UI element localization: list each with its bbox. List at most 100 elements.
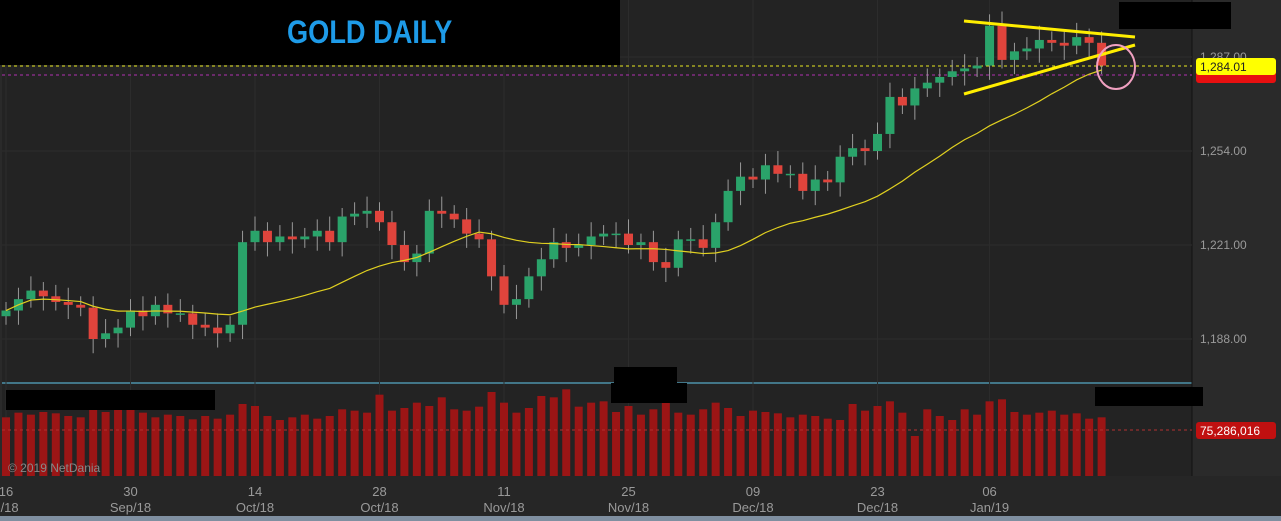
candle-body — [399, 245, 409, 263]
volume-bar — [387, 410, 396, 476]
candle-body — [873, 133, 882, 152]
candle-body — [63, 301, 73, 305]
last-price-label: 1,284.01 — [1200, 60, 1247, 74]
candle-body — [611, 233, 621, 236]
candle-body — [1072, 37, 1082, 46]
candle-body — [636, 242, 646, 246]
candle-body — [1, 310, 11, 317]
candle-body — [549, 242, 559, 260]
volume-bar — [848, 404, 857, 476]
trendline-lower — [963, 43, 1136, 96]
volume-bar — [711, 402, 720, 476]
x-tick-day: 14 — [248, 484, 262, 499]
redaction-box — [6, 390, 215, 410]
x-tick-day: 06 — [982, 484, 996, 499]
volume-bar — [624, 406, 633, 476]
volume-bar — [587, 402, 596, 476]
volume-bar — [138, 412, 147, 476]
volume-bar — [263, 416, 272, 476]
candle-body — [897, 96, 907, 106]
volume-bar — [786, 417, 795, 476]
candle-body — [711, 222, 721, 248]
volume-bar — [126, 390, 135, 476]
x-tick-month: Oct/18 — [360, 500, 398, 515]
redaction-box — [614, 367, 677, 383]
volume-bar — [1010, 412, 1019, 476]
y-tick-label: 1,254.00 — [1200, 144, 1247, 158]
volume-bar — [176, 416, 185, 476]
volume-bar — [1072, 413, 1081, 476]
volume-bar — [749, 410, 757, 476]
volume-bar — [910, 436, 919, 476]
volume-bar — [935, 416, 944, 476]
x-tick-month: Oct/18 — [236, 500, 274, 515]
redaction-box — [1095, 387, 1203, 406]
candle-body — [1059, 42, 1069, 46]
candle-body — [88, 307, 98, 339]
candle-body — [823, 179, 833, 183]
volume-bar — [188, 419, 197, 476]
x-tick-day: 09 — [746, 484, 760, 499]
candle-body — [113, 327, 123, 334]
x-tick-day: 28 — [372, 484, 386, 499]
candle-body — [960, 68, 970, 72]
volume-label-box — [1196, 422, 1276, 439]
volume-bar — [213, 418, 222, 476]
volume-bar — [798, 414, 807, 476]
volume-bar — [599, 401, 608, 476]
volume-bar — [836, 420, 845, 476]
candle-body — [487, 239, 497, 277]
volume-bar — [512, 412, 521, 476]
candle-body — [1022, 48, 1032, 52]
y-tick-label: 1,221.00 — [1200, 238, 1247, 252]
volume-bar — [275, 420, 284, 476]
volume-bar — [686, 414, 695, 476]
candle-body — [910, 88, 920, 106]
candle-body — [188, 313, 198, 325]
candle-body — [1034, 39, 1044, 49]
volume-bar — [973, 414, 982, 476]
x-tick-month: p/18 — [0, 500, 19, 515]
chart-title: GOLD DAILY — [287, 14, 453, 50]
volume-bar — [773, 413, 782, 476]
volume-bar — [425, 406, 434, 476]
candle-body — [38, 290, 48, 297]
volume-bar — [1035, 412, 1044, 476]
volume-bar — [998, 399, 1006, 476]
candle-body — [599, 233, 609, 237]
candle-body — [1009, 51, 1019, 60]
volume-bar — [562, 389, 571, 476]
volume-bar — [76, 417, 85, 476]
candle-body — [213, 327, 223, 334]
candle-body — [474, 233, 484, 240]
candle-body — [648, 242, 658, 263]
candle-body — [511, 299, 521, 305]
candle-body — [424, 210, 434, 254]
candle-body — [798, 173, 808, 191]
candle-body — [337, 216, 347, 243]
candle-body — [312, 230, 322, 237]
candle-body — [885, 96, 895, 134]
x-tick-month: Dec/18 — [857, 500, 898, 515]
volume-bar — [898, 412, 907, 476]
x-tick-month: Nov/18 — [608, 500, 649, 515]
volume-bar — [412, 402, 421, 476]
volume-bar — [524, 408, 533, 476]
x-tick-day: 16 — [0, 484, 13, 499]
candle-body — [262, 230, 272, 243]
volume-bar — [1097, 417, 1106, 476]
volume-bar — [437, 397, 446, 476]
volume-bar — [1047, 410, 1056, 476]
volume-bar — [475, 406, 484, 476]
candle-body — [101, 333, 111, 339]
x-tick-month: Nov/18 — [483, 500, 524, 515]
volume-bar — [313, 418, 322, 476]
volume-bar — [674, 412, 683, 476]
volume-bar — [288, 417, 297, 476]
volume-bar — [761, 412, 770, 476]
volume-bar — [163, 414, 172, 476]
volume-bar — [861, 410, 870, 476]
volume-bar — [350, 410, 359, 476]
candle-body — [574, 245, 584, 248]
